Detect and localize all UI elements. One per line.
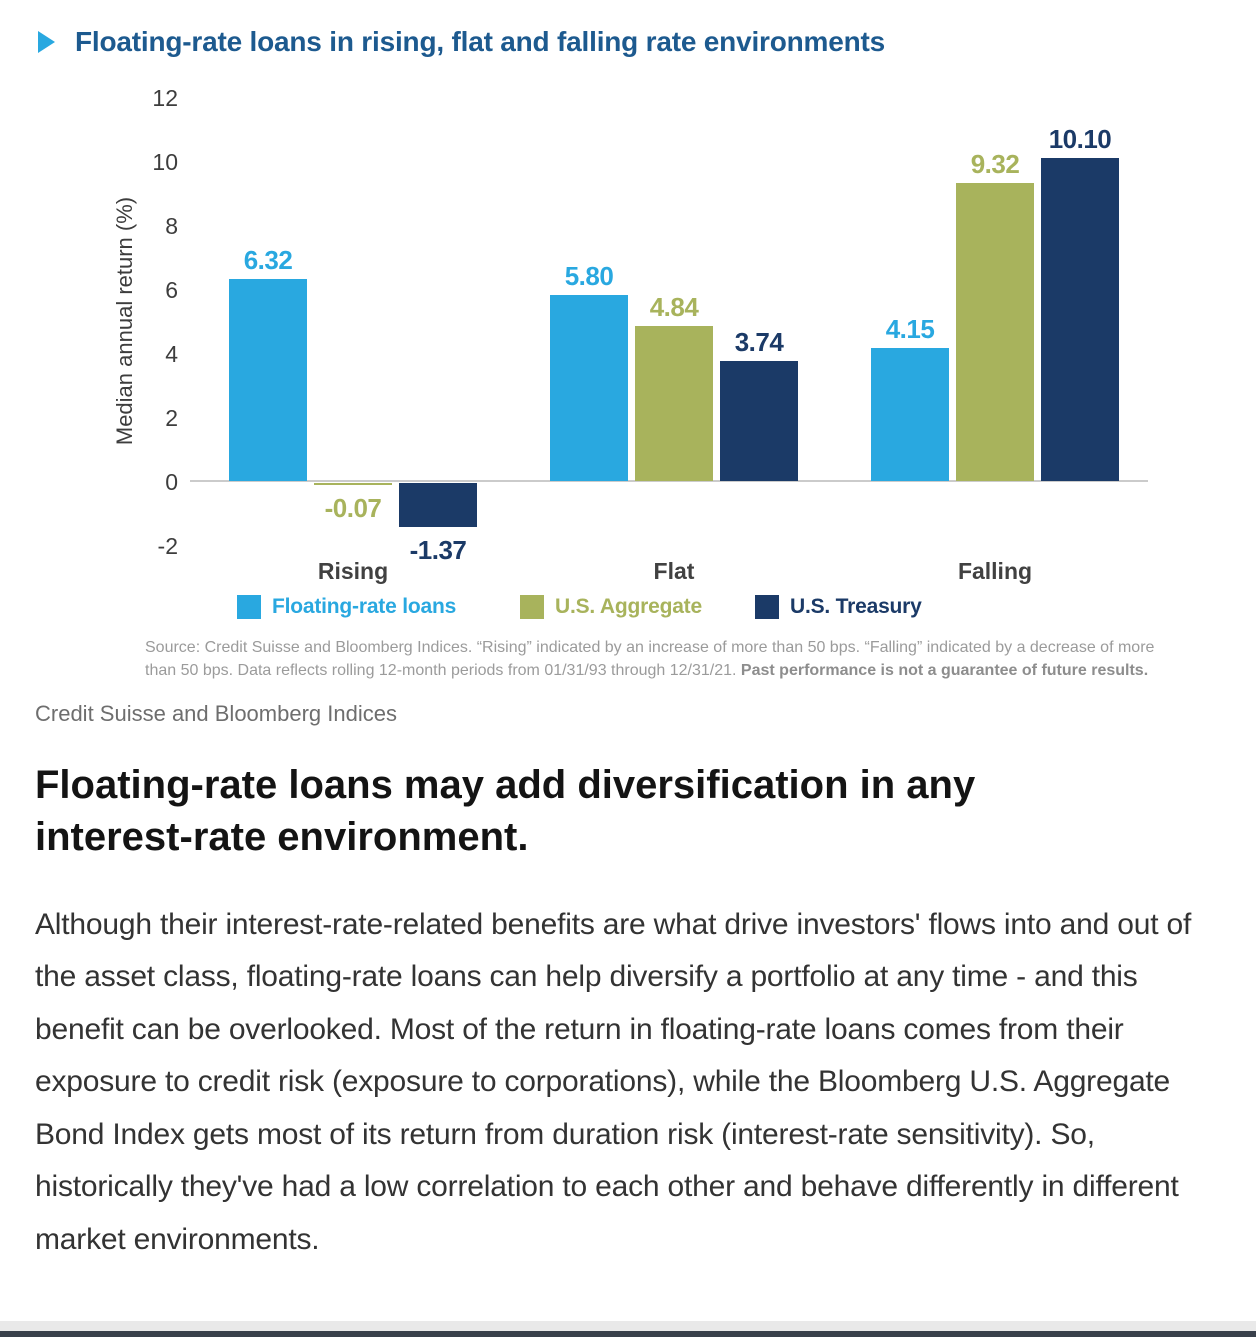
legend-item-floating-rate-loans: Floating-rate loans xyxy=(237,595,456,619)
category-label-falling: Falling xyxy=(957,558,1033,584)
chart-bar-rising-u-s-treasury xyxy=(399,483,477,527)
legend-swatch-icon xyxy=(755,595,779,619)
legend-label: U.S. Aggregate xyxy=(555,595,702,618)
chart-bar-rising-floating-rate-loans xyxy=(229,279,307,481)
body-paragraph: Although their interest-rate-related ben… xyxy=(35,907,1192,1256)
y-tick-label: 4 xyxy=(165,341,178,367)
legend-item-u-s-treasury: U.S. Treasury xyxy=(755,595,922,619)
bar-value-label: 5.80 xyxy=(564,261,614,291)
chart-area: Median annual return (%) 12 10 8 6 4 2 0 -2 6.32… xyxy=(0,75,1256,632)
bar-value-label: -0.07 xyxy=(324,493,382,523)
bullet-arrow-icon xyxy=(38,31,55,53)
chart-bar-rising-u-s-aggregate xyxy=(314,483,392,485)
chart-caption: Credit Suisse and Bloomberg Indices xyxy=(35,700,397,726)
legend-swatch-icon xyxy=(237,595,261,619)
chart-bar-flat-u-s-aggregate xyxy=(635,326,713,481)
bar-value-label: -1.37 xyxy=(409,535,467,565)
page-heading: Floating-rate loans may add diversificat… xyxy=(35,762,976,859)
legend-item-u-s-aggregate: U.S. Aggregate xyxy=(520,595,702,619)
y-tick-label: 2 xyxy=(165,405,178,431)
bar-value-label: 4.84 xyxy=(649,292,699,322)
page-footer-strip-light xyxy=(0,1321,1256,1331)
bar-value-label: 9.32 xyxy=(970,149,1020,179)
source-note: Source: Credit Suisse and Bloomberg Indi… xyxy=(145,636,1180,683)
page-footer-strip-dark xyxy=(0,1331,1256,1337)
y-tick-label: 8 xyxy=(165,213,178,239)
chart-y-axis-title: Median annual return (%) xyxy=(112,196,137,446)
legend-label: U.S. Treasury xyxy=(790,595,922,618)
chart-bar-falling-u-s-aggregate xyxy=(956,183,1034,481)
zero-gridline xyxy=(190,480,1148,482)
y-tick-label: 6 xyxy=(165,277,178,303)
y-tick-label: 12 xyxy=(152,85,178,111)
legend-swatch-icon xyxy=(520,595,544,619)
y-tick-label: 0 xyxy=(165,469,178,495)
chart-bar-falling-u-s-treasury xyxy=(1041,158,1119,481)
y-tick-label: -2 xyxy=(157,533,178,559)
source-note-bold-text: Past performance is not a guarantee of f… xyxy=(740,662,1149,680)
source-note-text: Source: Credit Suisse and Bloomberg Indi… xyxy=(145,639,1155,680)
bar-value-label: 6.32 xyxy=(243,245,293,275)
chart-bar-flat-floating-rate-loans xyxy=(550,295,628,481)
chart-title: Floating-rate loans in rising, flat and … xyxy=(75,26,886,57)
bar-value-label: 10.10 xyxy=(1048,124,1112,154)
chart-title-row: Floating-rate loans in rising, flat and … xyxy=(0,0,1256,75)
y-tick-label: 10 xyxy=(152,149,178,175)
bar-value-label: 4.15 xyxy=(885,314,935,344)
category-label-rising: Rising xyxy=(317,558,389,584)
bar-value-label: 3.74 xyxy=(734,327,784,357)
chart-bar-flat-u-s-treasury xyxy=(720,361,798,481)
category-label-flat: Flat xyxy=(653,558,695,584)
legend-label: Floating-rate loans xyxy=(272,595,457,618)
chart-bar-falling-floating-rate-loans xyxy=(871,348,949,481)
